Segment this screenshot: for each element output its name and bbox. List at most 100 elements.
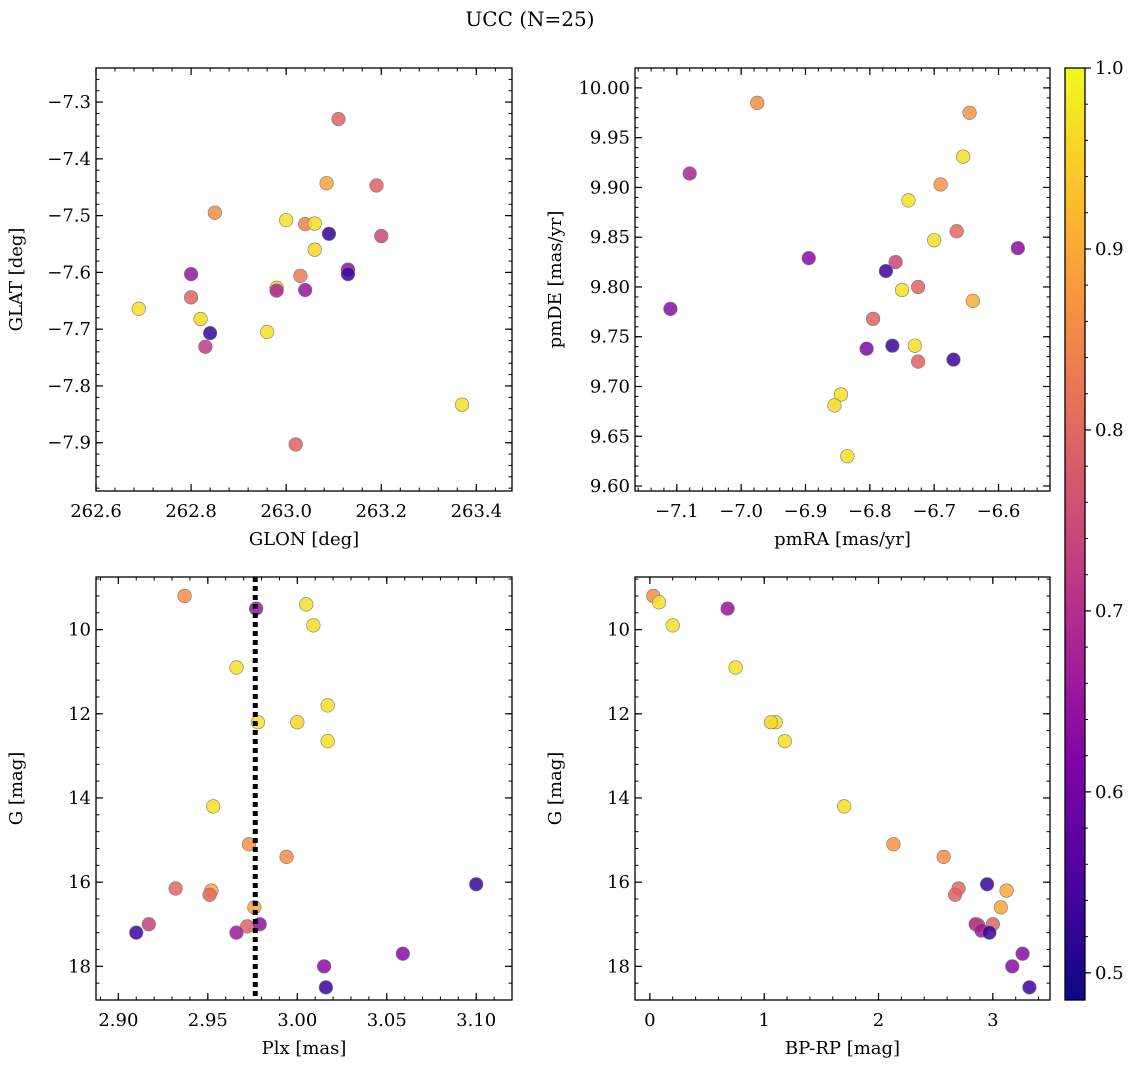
data-point [907, 338, 922, 353]
data-point [141, 917, 156, 932]
axes-frame [634, 67, 1051, 492]
data-point [206, 799, 221, 814]
data-point [293, 268, 308, 283]
data-point [207, 205, 222, 220]
data-point [469, 877, 484, 892]
data-point [801, 251, 816, 266]
data-point [886, 837, 901, 852]
data-point [298, 282, 313, 298]
x-tick-label: 262.6 [70, 501, 122, 522]
data-point [307, 216, 322, 231]
panel-1: 262.6 262.8 263.0 263.2 263.4 −7.3 −7.4 −7.5 −7.… [6, 67, 513, 550]
data-point [946, 352, 961, 367]
data-point [1010, 241, 1025, 256]
data-point [331, 112, 346, 127]
axes-frame [95, 576, 513, 1001]
colorbar-tick-label: 0.9 [1095, 239, 1124, 260]
data-point [651, 595, 667, 610]
data-point [317, 959, 332, 974]
x-axis-label: BP-RP [mag] [785, 1038, 900, 1059]
data-point [374, 228, 389, 244]
panel-3: 2.90 2.95 3.00 3.05 3.10 10 12 14 16 18 Plx [mas] G… [6, 576, 513, 1059]
y-tick-label: 12 [68, 704, 91, 725]
data-point [129, 925, 144, 940]
x-tick-label: 3 [987, 1010, 998, 1031]
x-tick-label: −7.1 [655, 501, 699, 522]
data-point [1015, 946, 1030, 961]
axes-frame [634, 576, 1051, 1001]
data-point [454, 397, 470, 412]
panel-2: −7.1 −7.0 −6.9 −6.8 −6.7 −6.6 10.00 9.95 9.90 9.8… [545, 67, 1051, 550]
x-tick-label: −6.7 [912, 501, 956, 522]
data-point [859, 341, 874, 356]
data-point [307, 242, 322, 257]
data-point [888, 254, 903, 270]
colorbar-tick-label: 0.5 [1095, 963, 1124, 984]
data-point [168, 881, 183, 896]
colorbar-tick-label: 0.6 [1095, 782, 1124, 803]
data-point [901, 193, 916, 208]
data-point [318, 980, 334, 995]
x-tick-label: 2.95 [188, 1010, 228, 1031]
x-tick-label: −7.0 [719, 501, 763, 522]
y-tick-label: 12 [607, 704, 630, 725]
data-point [840, 449, 855, 464]
x-axis-label: GLON [deg] [249, 529, 359, 550]
y-tick-label: 9.90 [590, 177, 630, 198]
x-tick-label: 3.05 [367, 1010, 407, 1031]
data-point [993, 900, 1008, 915]
data-point [982, 925, 997, 940]
x-tick-label: −6.6 [977, 501, 1021, 522]
data-point [720, 601, 735, 616]
y-tick-label: 9.85 [590, 227, 630, 248]
data-point [894, 282, 910, 298]
x-tick-label: 263.4 [451, 501, 503, 522]
y-tick-label: −7.5 [47, 206, 91, 227]
data-point [320, 698, 335, 713]
y-tick-label: 10.00 [578, 78, 630, 99]
y-tick-label: −7.3 [47, 92, 91, 113]
x-tick-label: 262.8 [165, 501, 217, 522]
y-tick-label: 9.95 [590, 128, 630, 149]
y-axis-label: GLAT [deg] [6, 228, 27, 332]
data-point [665, 618, 680, 633]
data-point [911, 354, 926, 369]
y-tick-label: 9.60 [590, 476, 630, 497]
y-tick-label: 10 [68, 620, 91, 641]
x-tick-label: 2 [873, 1010, 884, 1031]
data-point [395, 946, 410, 961]
data-point [241, 837, 257, 852]
y-tick-label: 16 [607, 872, 630, 893]
data-point [1022, 980, 1037, 995]
y-tick-label: 18 [68, 956, 91, 977]
data-point [193, 311, 208, 327]
data-point [827, 398, 842, 413]
data-point [202, 887, 217, 902]
y-tick-label: 9.65 [590, 426, 630, 447]
data-point [131, 301, 146, 316]
y-tick-label: −7.7 [47, 319, 91, 340]
data-point [321, 226, 337, 241]
y-tick-label: −7.8 [47, 376, 91, 397]
figure-title: UCC (N=25) [465, 7, 594, 31]
x-tick-label: 263.0 [260, 501, 312, 522]
data-point [911, 279, 926, 295]
data-point [306, 618, 321, 633]
data-point [279, 849, 294, 864]
x-tick-label: 0 [644, 1010, 655, 1031]
data-point [260, 324, 275, 340]
x-tick-label: 263.2 [355, 501, 407, 522]
x-tick-label: −6.8 [848, 501, 892, 522]
y-tick-label: 9.80 [590, 277, 630, 298]
x-tick-label: 1 [758, 1010, 769, 1031]
y-tick-label: 9.75 [590, 327, 630, 348]
data-point [999, 883, 1014, 898]
data-point [203, 326, 218, 341]
data-point [183, 290, 199, 305]
data-point [369, 178, 384, 193]
data-point [956, 149, 971, 164]
data-point [1005, 959, 1020, 974]
y-tick-label: −7.6 [47, 262, 91, 283]
